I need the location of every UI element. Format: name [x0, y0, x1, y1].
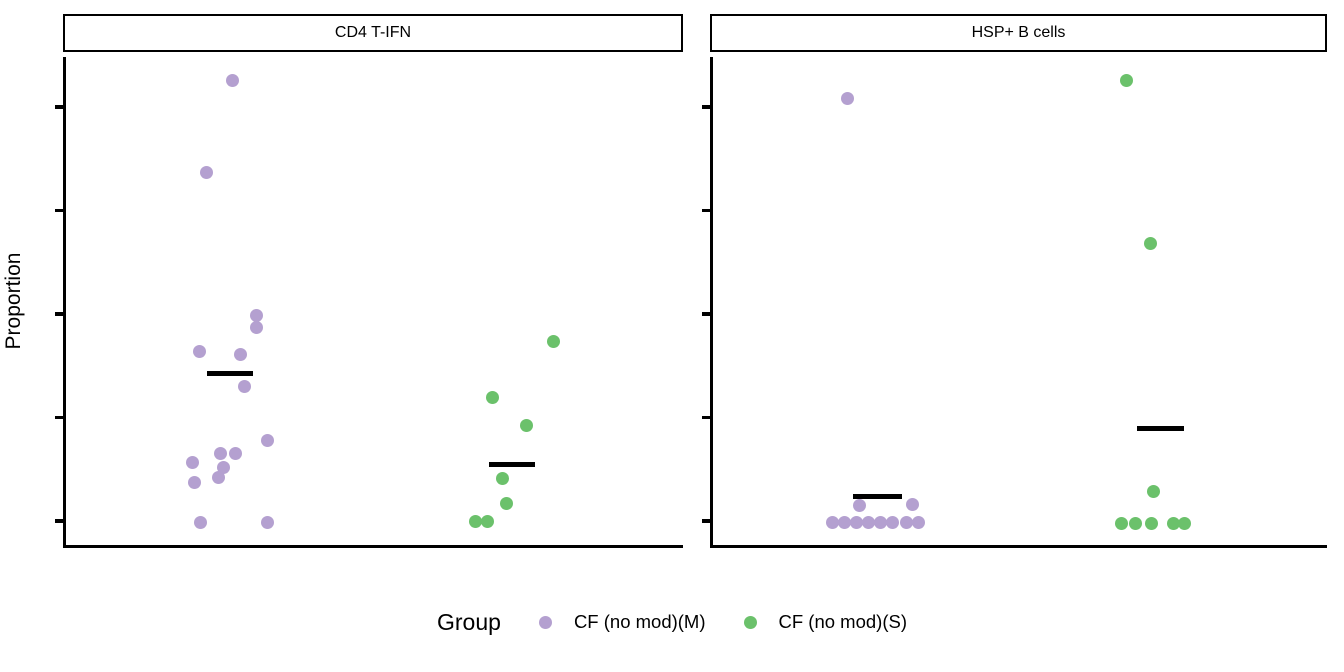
data-point	[825, 515, 839, 529]
data-point	[193, 515, 207, 529]
data-point	[495, 471, 509, 485]
data-point	[519, 418, 533, 432]
facet-strip: CD4 T-IFN	[63, 14, 683, 52]
legend: Group CF (no mod)(M) CF (no mod)(S)	[0, 598, 1344, 646]
data-point	[885, 515, 899, 529]
legend-item-m: CF (no mod)(M)	[538, 611, 706, 633]
data-point	[211, 470, 225, 484]
y-axis-tick	[702, 415, 710, 420]
y-axis-tick	[55, 415, 63, 420]
y-axis-tick	[702, 208, 710, 213]
data-point	[260, 433, 274, 447]
y-axis-tick	[702, 105, 710, 109]
facet-strip: HSP+ B cells	[710, 14, 1327, 52]
facet-title: CD4 T-IFN	[334, 24, 412, 41]
mean-bar	[207, 370, 253, 376]
facet-title: HSP+ B cells	[971, 24, 1066, 41]
data-point	[225, 73, 239, 87]
legend-item-label: CF (no mod)(S)	[778, 611, 908, 632]
mean-bar	[852, 493, 902, 499]
data-point	[1143, 236, 1157, 250]
legend-item-s: CF (no mod)(S)	[743, 611, 908, 633]
y-axis-tick	[55, 208, 63, 213]
facet-hsp-b-cells: HSP+ B cells	[702, 0, 1327, 560]
mean-bar	[489, 461, 535, 467]
legend-title: Group	[437, 608, 501, 635]
y-axis-tick	[55, 312, 63, 316]
data-point	[260, 515, 274, 529]
y-axis-line	[63, 57, 66, 545]
data-point	[840, 91, 854, 105]
legend-key-dot-m	[538, 615, 552, 629]
legend-item-label: CF (no mod)(M)	[573, 611, 706, 632]
data-point	[861, 515, 875, 529]
plot-panel	[55, 0, 683, 560]
data-point	[905, 497, 919, 511]
y-axis-tick	[55, 519, 63, 523]
data-point	[911, 515, 925, 529]
data-point	[1177, 516, 1191, 530]
data-point	[187, 475, 201, 489]
data-point	[213, 446, 227, 460]
data-point	[1114, 516, 1128, 530]
data-point	[233, 347, 247, 361]
data-point	[480, 514, 494, 528]
y-axis-title: Proportion	[2, 252, 25, 350]
data-point	[546, 334, 560, 348]
y-axis-tick	[702, 312, 710, 316]
data-point	[485, 390, 499, 404]
mean-bar	[1136, 425, 1184, 431]
data-point	[237, 379, 251, 393]
data-point	[249, 308, 263, 322]
data-point	[1146, 484, 1160, 498]
data-point	[1166, 516, 1180, 530]
data-point	[192, 344, 206, 358]
plot-panel	[702, 0, 1327, 560]
data-point	[849, 515, 863, 529]
data-point	[873, 515, 887, 529]
data-point	[1128, 516, 1142, 530]
y-axis-line	[710, 57, 713, 545]
y-axis-tick	[702, 519, 710, 523]
data-point	[1119, 73, 1133, 87]
y-axis-tick	[55, 105, 63, 109]
data-point	[852, 498, 866, 512]
x-axis-line	[63, 544, 683, 548]
data-point	[837, 515, 851, 529]
legend-key-dot-s	[743, 615, 757, 629]
data-point	[499, 496, 513, 510]
data-point	[228, 446, 242, 460]
data-point	[185, 455, 199, 469]
facet-cd4-t-ifn: CD4 T-IFN	[55, 0, 683, 560]
x-axis-line	[710, 544, 1327, 548]
data-point	[899, 515, 913, 529]
data-point	[1144, 516, 1158, 530]
data-point	[468, 514, 482, 528]
data-point	[216, 460, 230, 474]
data-point	[249, 320, 263, 334]
data-point	[199, 165, 213, 179]
